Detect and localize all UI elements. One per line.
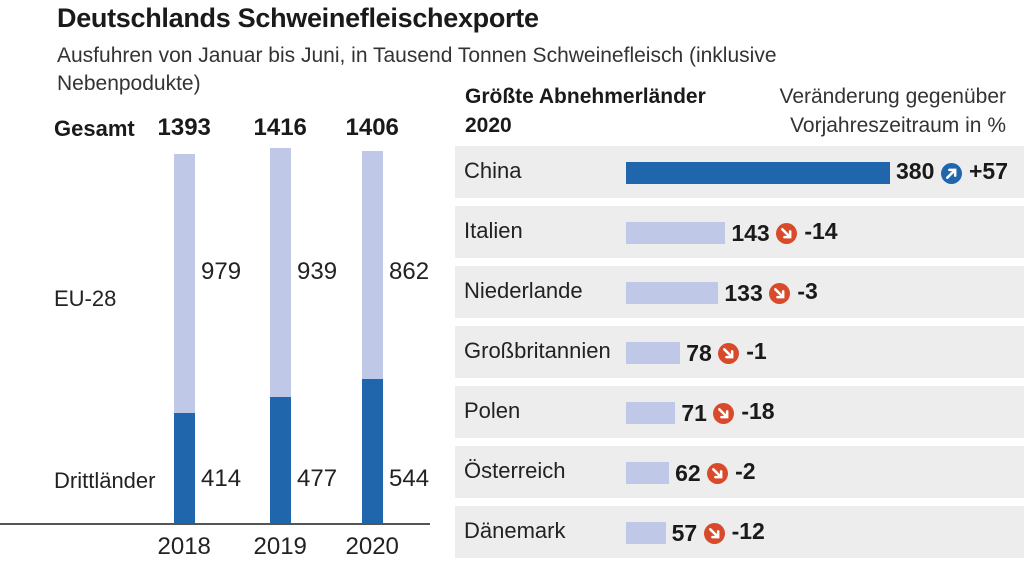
ranking-row: Italien 143 -14 — [455, 206, 1024, 258]
change-label: -18 — [741, 398, 775, 424]
ranking-row: Polen 71 -18 — [455, 386, 1024, 438]
country-label: Dänemark — [464, 518, 566, 543]
bar-italien — [626, 222, 726, 244]
country-label: Polen — [464, 398, 521, 423]
bar-drittlaender-2018 — [174, 413, 195, 523]
country-label: Österreich — [464, 458, 566, 483]
bar-polen — [626, 402, 676, 424]
country-label: Italien — [464, 218, 523, 243]
ranking-title: Größte Abnehmerländer 2020 — [465, 85, 706, 137]
bar-eu28-2019 — [270, 148, 291, 397]
change-label: -2 — [735, 458, 756, 484]
change-label: +57 — [969, 158, 1009, 184]
bar-drittlaender-2020 — [362, 378, 383, 523]
arrow-down-right-icon — [707, 463, 729, 484]
value-label: 62 — [675, 460, 701, 486]
eu-value-2019: 939 — [297, 258, 338, 285]
arrow-down-right-icon — [769, 283, 791, 304]
bar-niederlande — [626, 282, 719, 304]
arrow-up-right-icon — [941, 163, 962, 184]
value-label: 133 — [724, 280, 763, 306]
ranking-row: Großbritannien 78 -1 — [455, 326, 1024, 378]
value-label: 380 — [896, 158, 935, 184]
value-label: 78 — [686, 340, 712, 366]
arrow-down-right-icon — [713, 403, 735, 424]
bar-eu28-2018 — [174, 154, 195, 414]
year-label-2019: 2019 — [253, 533, 307, 560]
ranking-row: Österreich 62 -2 — [455, 446, 1024, 498]
bar-österreich — [626, 462, 670, 484]
bar-dänemark — [626, 522, 666, 544]
eu-value-2020: 862 — [389, 258, 430, 285]
third-value-2018: 414 — [201, 465, 242, 492]
bar-drittlaender-2019 — [270, 396, 291, 523]
country-label: China — [464, 158, 522, 183]
change-label: -12 — [731, 518, 765, 544]
change-label: -1 — [746, 338, 767, 364]
value-label: 57 — [671, 520, 698, 546]
chart-subtitle: Ausfuhren von Januar bis Juni, in Tausen… — [57, 44, 777, 95]
change-label: -3 — [797, 278, 818, 304]
bar-großbritannien — [626, 342, 681, 364]
bar-eu28-2020 — [362, 150, 383, 379]
country-label: Niederlande — [464, 278, 583, 303]
total-2020: 1406 — [345, 114, 399, 141]
ranking-row: Niederlande 133 -3 — [455, 266, 1024, 318]
value-label: 71 — [681, 400, 707, 426]
third-value-2019: 477 — [297, 465, 338, 492]
chart-title: Deutschlands Schweinefleischexporte — [57, 3, 539, 33]
change-label: -14 — [804, 218, 838, 244]
arrow-down-right-icon — [776, 223, 798, 244]
ranking-row: China 380 +57 — [455, 146, 1024, 198]
total-2019: 1416 — [253, 114, 307, 141]
total-2018: 1393 — [157, 114, 211, 141]
ranking-row: Dänemark 57 -12 — [455, 506, 1024, 558]
x-axis-line — [0, 523, 430, 525]
change-note: Veränderung gegenüber Vorjahreszeitraum … — [779, 85, 1006, 137]
year-label-2018: 2018 — [157, 533, 211, 560]
arrow-down-right-icon — [703, 523, 725, 544]
country-label: Großbritannien — [464, 338, 611, 363]
year-label-2020: 2020 — [345, 533, 399, 560]
bar-china — [626, 162, 890, 184]
series-label-eu28: EU-28 — [54, 286, 117, 311]
arrow-down-right-icon — [718, 343, 740, 364]
eu-value-2018: 979 — [201, 258, 242, 285]
third-value-2020: 544 — [389, 465, 430, 492]
series-label-drittlaender: Drittländer — [54, 468, 156, 493]
value-label: 143 — [731, 220, 770, 246]
total-label: Gesamt — [54, 116, 135, 141]
